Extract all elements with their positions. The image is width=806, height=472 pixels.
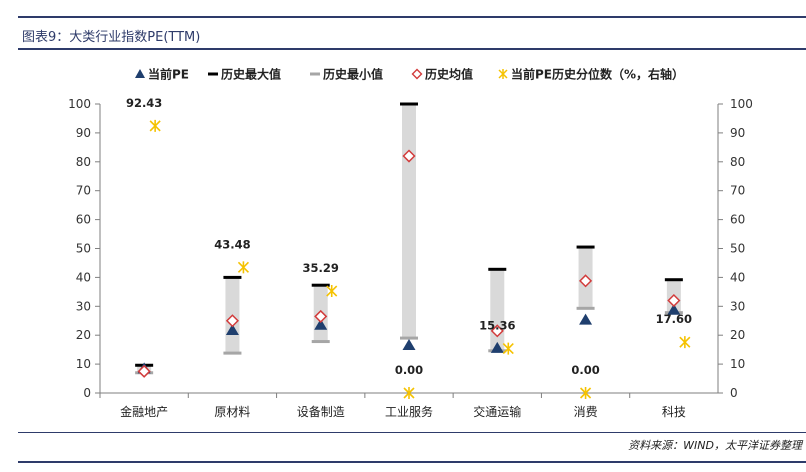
y-tick-label-right: 90	[730, 126, 745, 140]
y-tick-label-left: 90	[76, 126, 91, 140]
legend-item: 当前PE历史分位数（%，右轴）	[498, 67, 684, 82]
percentile-marker	[580, 387, 592, 399]
legend-label: 当前PE	[148, 67, 189, 82]
percentile-marker	[149, 119, 161, 132]
y-tick-label-left: 20	[76, 328, 91, 342]
x-tick-label: 工业服务	[385, 404, 433, 419]
y-tick-label-left: 40	[76, 270, 91, 284]
y-tick-label-right: 0	[730, 386, 738, 400]
current-pe-marker	[490, 341, 504, 353]
percentile-data-label: 0.00	[395, 363, 423, 377]
y-tick-label-left: 30	[76, 299, 91, 313]
legend-symbol-diamond	[411, 68, 423, 80]
percentile-data-label: 15.36	[479, 319, 515, 333]
y-tick-label-right: 60	[730, 213, 745, 227]
title-rule	[18, 48, 806, 50]
average-marker	[579, 274, 593, 288]
y-tick-label-right: 100	[730, 97, 753, 111]
y-tick-label-left: 50	[76, 242, 91, 256]
min-marker	[400, 336, 418, 340]
current-pe-marker	[579, 313, 593, 325]
bottom-rule	[18, 461, 806, 463]
x-tick-label: 原材料	[214, 405, 250, 419]
range-bar	[490, 269, 505, 351]
percentile-marker	[237, 261, 249, 274]
percentile-data-label: 17.60	[656, 312, 692, 326]
y-tick-label-left: 80	[76, 155, 91, 169]
x-tick-label: 消费	[574, 405, 598, 419]
percentile-data-label: 35.29	[303, 261, 339, 275]
min-marker	[311, 340, 330, 344]
current-pe-marker	[667, 303, 681, 315]
average-marker	[225, 314, 239, 328]
max-marker	[576, 245, 595, 249]
figure-title: 图表9：大类行业指数PE(TTM)	[22, 30, 201, 45]
min-marker	[223, 351, 242, 355]
legend-symbol-triangle	[135, 69, 145, 78]
range-bar	[402, 104, 416, 339]
percentile-data-label: 0.00	[571, 363, 599, 377]
y-tick-label-right: 70	[730, 184, 745, 198]
legend-item: 当前PE	[135, 67, 189, 82]
legend-symbol-dash	[310, 72, 320, 76]
legend-symbol-dash	[208, 72, 218, 76]
max-marker	[311, 283, 330, 287]
x-tick-label: 科技	[662, 405, 686, 419]
x-tick-label: 交通运输	[473, 404, 521, 419]
legend-label: 历史最大值	[221, 67, 281, 82]
y-tick-label-left: 60	[76, 213, 91, 227]
percentile-marker	[679, 336, 691, 349]
y-tick-label-left: 10	[76, 357, 91, 371]
max-marker	[400, 102, 418, 106]
x-tick-label: 设备制造	[297, 405, 345, 419]
legend-label: 当前PE历史分位数（%，右轴）	[511, 67, 684, 82]
y-tick-label-left: 100	[68, 97, 91, 111]
y-tick-label-right: 30	[730, 299, 745, 313]
percentile-marker	[403, 387, 415, 399]
y-tick-label-right: 40	[730, 270, 745, 284]
source-note: 资料来源：WIND，太平洋证券整理	[628, 439, 802, 452]
average-marker	[667, 293, 681, 308]
max-marker	[223, 275, 242, 279]
percentile-data-label: 92.43	[126, 96, 162, 110]
y-tick-label-right: 50	[730, 242, 745, 256]
average-marker	[137, 364, 151, 378]
percentile-data-label: 43.48	[214, 237, 250, 251]
y-tick-label-right: 80	[730, 155, 745, 169]
source-rule	[18, 432, 806, 433]
percentile-marker	[502, 342, 514, 355]
current-pe-marker	[402, 339, 416, 351]
average-marker	[490, 324, 504, 338]
legend-item: 历史均值	[411, 67, 473, 82]
percentile-marker	[326, 285, 338, 298]
y-tick-label-right: 20	[730, 328, 745, 342]
legend-label: 历史均值	[425, 67, 473, 82]
legend-item: 历史最大值	[208, 67, 281, 82]
current-pe-marker	[314, 318, 328, 330]
top-rule	[18, 16, 806, 18]
current-pe-marker	[225, 323, 239, 335]
y-tick-label-left: 70	[76, 184, 91, 198]
average-marker	[314, 309, 328, 323]
average-marker	[402, 149, 416, 163]
min-marker	[576, 306, 595, 310]
y-tick-label-left: 0	[83, 386, 91, 400]
max-marker	[664, 278, 683, 282]
y-tick-label-right: 10	[730, 357, 745, 371]
legend-item: 历史最小值	[310, 67, 383, 82]
legend-label: 历史最小值	[323, 67, 383, 82]
max-marker	[488, 267, 507, 271]
x-tick-label: 金融地产	[120, 404, 168, 419]
